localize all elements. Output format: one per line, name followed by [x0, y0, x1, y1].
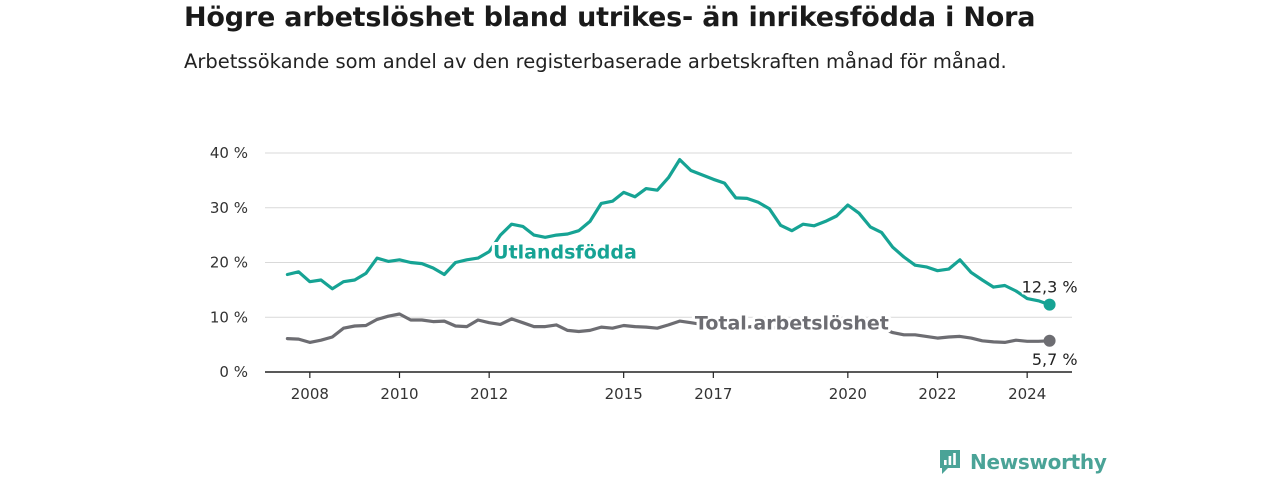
- series-label: Utlandsfödda: [493, 242, 637, 264]
- x-tick-label: 2024: [1008, 385, 1046, 403]
- y-tick-label: 30 %: [210, 199, 248, 217]
- chart-title: Högre arbetslöshet bland utrikes- än inr…: [184, 2, 1036, 33]
- x-tick-label: 2020: [829, 385, 867, 403]
- series-end-marker: [1043, 298, 1056, 311]
- chart-subtitle: Arbetssökande som andel av den registerb…: [184, 50, 1007, 73]
- series-end-marker: [1043, 334, 1056, 347]
- end-value-label: 12,3 %: [1022, 278, 1078, 297]
- line-chart: 0 % 10 % 20 % 30 % 40 % 2008 2010 2012 2015 2017 2…: [210, 144, 1080, 403]
- x-tick-label: 2022: [918, 385, 956, 403]
- brand-logo: Newsworthy: [938, 448, 1107, 476]
- series-line-total: [285, 312, 1052, 344]
- y-tick-label: 10 %: [210, 308, 248, 326]
- newsworthy-logo-icon: [940, 450, 960, 474]
- brand-name: Newsworthy: [970, 450, 1107, 474]
- x-tick-label: 2010: [380, 385, 418, 403]
- y-tick-label: 0 %: [219, 363, 248, 381]
- x-tick-label: 2008: [291, 385, 329, 403]
- end-value-label: 5,7 %: [1032, 350, 1078, 369]
- series-line-utlandsfodda: [285, 158, 1052, 307]
- x-tick-label: 2015: [605, 385, 643, 403]
- x-tick-label: 2012: [470, 385, 508, 403]
- y-tick-label: 40 %: [210, 144, 248, 162]
- y-tick-label: 20 %: [210, 254, 248, 272]
- x-tick-label: 2017: [694, 385, 732, 403]
- series-label: Total arbetslöshet: [695, 313, 889, 335]
